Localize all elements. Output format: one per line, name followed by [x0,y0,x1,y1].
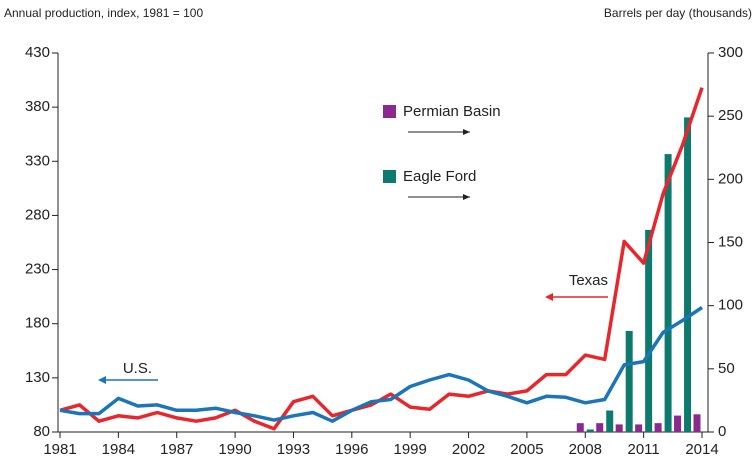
x-tick-label: 1981 [43,441,76,458]
y2-tick-label: 250 [718,107,743,124]
y-axis-label: Annual production, index, 1981 = 100 [4,6,203,20]
arrow-head [463,194,470,200]
bar [645,229,653,432]
x-tick-label: 1993 [277,441,310,458]
y-tick-label: 130 [25,369,50,386]
y2-tick-label: 50 [718,360,735,377]
y-tick-label: 80 [33,423,50,440]
bar [664,154,672,433]
y-tick-label: 330 [25,152,50,169]
series-label: U.S. [123,360,152,377]
y-tick-label: 430 [25,44,50,61]
y2-tick-label: 200 [718,170,743,187]
x-tick-label: 1999 [393,441,426,458]
bar [684,117,692,433]
bar [576,423,584,432]
x-tick-label: 1984 [102,441,135,458]
bar [586,429,594,432]
legend-swatch [383,105,396,118]
x-tick-label: 2005 [510,441,543,458]
x-tick-label: 1990 [218,441,251,458]
bar [625,330,633,432]
arrow-head [545,293,553,301]
line [59,306,703,423]
bar [654,423,662,432]
x-tick-label: 2014 [685,441,718,458]
line [59,87,704,431]
y2-tick-label: 100 [718,297,743,314]
x-tick-label: 2008 [569,441,602,458]
x-tick-label: 2011 [628,441,660,458]
bar [596,423,604,432]
y2-tick-label: 0 [718,423,726,440]
bar [674,415,682,432]
arrow-head [98,376,106,384]
bar [606,410,614,432]
x-tick-label: 2002 [452,441,485,458]
y-tick-label: 280 [25,206,50,223]
legend-label: Eagle Ford [403,168,476,185]
bar [693,414,701,432]
y-tick-label: 380 [25,98,50,115]
y-tick-label: 180 [25,315,50,332]
y2-tick-label: 150 [718,233,743,250]
bar [615,424,623,432]
x-tick-label: 1987 [160,441,193,458]
x-tick-label: 1996 [335,441,368,458]
legend-swatch [383,170,396,183]
y2-axis-label: Barrels per day (thousands) [604,6,752,20]
arrow-head [463,129,470,135]
series-label: Texas [569,272,608,289]
bar [635,424,643,432]
y-tick-label: 230 [25,261,50,278]
legend-label: Permian Basin [403,103,501,120]
y2-tick-label: 300 [718,44,743,61]
